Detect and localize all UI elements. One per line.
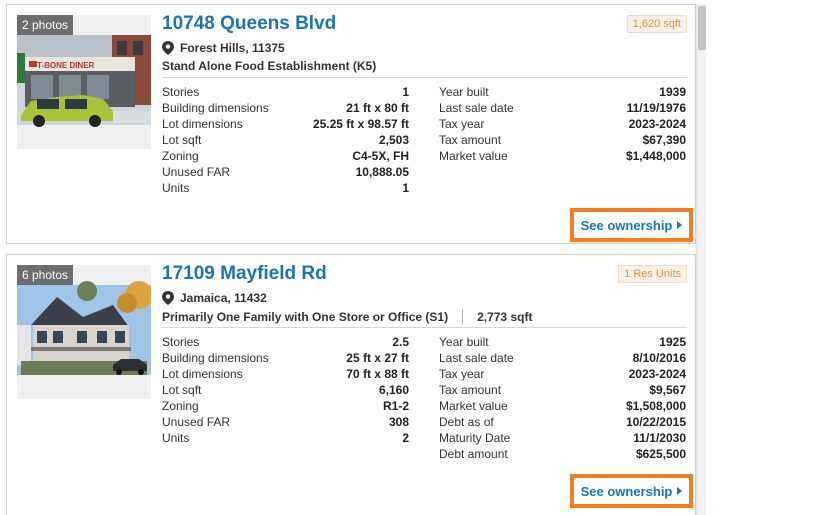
fact-row: Tax amount $67,390 [439, 133, 686, 147]
property-title[interactable]: 17109 Mayfield Rd [162, 263, 327, 284]
photo-count-badge: 2 photos [17, 15, 74, 35]
storefront-photo: T-BONE DINER [17, 15, 151, 149]
units-badge: 1 Res Units [618, 265, 687, 283]
see-ownership-label: See ownership [580, 483, 673, 499]
fact-row: Last sale date 11/19/1976 [439, 101, 686, 115]
fact-row: Tax year 2023-2024 [439, 367, 686, 381]
fact-row: Unused FAR 10,888.05 [162, 165, 409, 179]
property-photo[interactable]: T-BONE DINER 2 photos [17, 15, 151, 149]
location-text: Jamaica, 11432 [180, 291, 267, 305]
fact-row: Stories 1 [162, 85, 409, 99]
property-list: T-BONE DINER 2 photos 10748 Queens Blvd … [6, 4, 706, 515]
fact-row: Lot dimensions 70 ft x 88 ft [162, 367, 409, 381]
fact-row: Lot sqft 6,160 [162, 383, 409, 397]
facts-right: Year built 1939 Last sale date 11/19/1976 … [439, 84, 686, 164]
scrollbar-thumb[interactable] [698, 6, 706, 50]
svg-text:T-BONE DINER: T-BONE DINER [37, 61, 95, 70]
fact-row: Year built 1939 [439, 85, 686, 99]
facts-left: Stories 2.5 Building dimensions 25 ft x 27… [162, 334, 409, 446]
divider [162, 77, 687, 78]
caret-right-icon [677, 221, 683, 229]
property-card: 6 photos 17109 Mayfield Rd 1 Res Units J… [6, 254, 696, 515]
property-title[interactable]: 10748 Queens Blvd [162, 13, 337, 34]
fact-row: Debt amount $625,500 [439, 447, 686, 461]
size-badge: 1,620 sqft [626, 15, 687, 33]
building-use: Primarily One Family with One Store or O… [162, 309, 532, 325]
divider [162, 327, 687, 328]
map-pin-icon [162, 41, 174, 55]
separator [462, 309, 464, 325]
see-ownership-label: See ownership [580, 217, 673, 233]
property-photo[interactable]: 6 photos [17, 265, 151, 399]
fact-row: Last sale date 8/10/2016 [439, 351, 686, 365]
see-ownership-button[interactable]: See ownership [570, 208, 693, 242]
fact-row: Market value $1,508,000 [439, 399, 686, 413]
fact-row: Maturity Date 11/1/2030 [439, 431, 686, 445]
fact-row: Building dimensions 21 ft x 80 ft [162, 101, 409, 115]
building-use: Stand Alone Food Establishment (K5) [162, 59, 376, 73]
house-photo [17, 265, 151, 399]
fact-row: Debt as of 10/22/2015 [439, 415, 686, 429]
location-line: Jamaica, 11432 [162, 291, 267, 305]
photo-count-badge: 6 photos [17, 265, 74, 285]
fact-row: Tax amount $9,567 [439, 383, 686, 397]
fact-row: Zoning C4-5X, FH [162, 149, 409, 163]
fact-row: Zoning R1-2 [162, 399, 409, 413]
facts-right: Year built 1925 Last sale date 8/10/2016 T… [439, 334, 686, 462]
fact-row: Building dimensions 25 ft x 27 ft [162, 351, 409, 365]
location-line: Forest Hills, 11375 [162, 41, 285, 55]
building-class: Primarily One Family with One Store or O… [162, 310, 449, 324]
fact-row: Lot dimensions 25.25 ft x 98.57 ft [162, 117, 409, 131]
scrollbar[interactable] [696, 4, 706, 515]
fact-row: Tax year 2023-2024 [439, 117, 686, 131]
location-text: Forest Hills, 11375 [180, 41, 285, 55]
map-pin-icon [162, 291, 174, 305]
see-ownership-button[interactable]: See ownership [570, 474, 693, 508]
fact-row: Market value $1,448,000 [439, 149, 686, 163]
fact-row: Units 1 [162, 181, 409, 195]
caret-right-icon [677, 487, 683, 495]
fact-row: Lot sqft 2,503 [162, 133, 409, 147]
facts-left: Stories 1 Building dimensions 21 ft x 80 f… [162, 84, 409, 196]
fact-row: Units 2 [162, 431, 409, 445]
building-area: 2,773 sqft [477, 310, 533, 324]
fact-row: Stories 2.5 [162, 335, 409, 349]
property-card: T-BONE DINER 2 photos 10748 Queens Blvd … [6, 4, 696, 244]
building-class: Stand Alone Food Establishment (K5) [162, 59, 377, 73]
fact-row: Unused FAR 308 [162, 415, 409, 429]
fact-row: Year built 1925 [439, 335, 686, 349]
